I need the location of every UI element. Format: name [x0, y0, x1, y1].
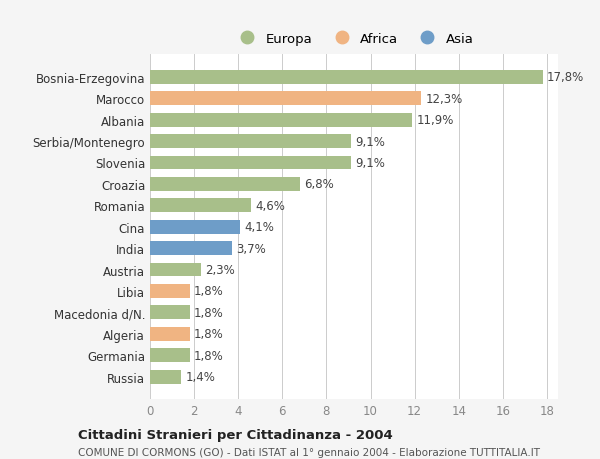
- Bar: [150, 348, 190, 362]
- Bar: [150, 113, 412, 127]
- Text: 4,6%: 4,6%: [256, 199, 286, 213]
- Text: 17,8%: 17,8%: [547, 71, 584, 84]
- Text: COMUNE DI CORMONS (GO) - Dati ISTAT al 1° gennaio 2004 - Elaborazione TUTTITALIA: COMUNE DI CORMONS (GO) - Dati ISTAT al 1…: [78, 448, 540, 457]
- Bar: [150, 220, 241, 234]
- Text: Cittadini Stranieri per Cittadinanza - 2004: Cittadini Stranieri per Cittadinanza - 2…: [78, 428, 393, 442]
- Bar: [150, 370, 181, 384]
- Bar: [150, 178, 300, 191]
- Text: 9,1%: 9,1%: [355, 157, 385, 170]
- Text: 3,7%: 3,7%: [236, 242, 266, 255]
- Bar: [150, 199, 251, 213]
- Text: 9,1%: 9,1%: [355, 135, 385, 148]
- Bar: [150, 71, 542, 84]
- Bar: [150, 327, 190, 341]
- Bar: [150, 284, 190, 298]
- Text: 12,3%: 12,3%: [425, 93, 463, 106]
- Bar: [150, 263, 201, 277]
- Bar: [150, 92, 421, 106]
- Bar: [150, 306, 190, 319]
- Bar: [150, 135, 350, 149]
- Text: 1,8%: 1,8%: [194, 306, 224, 319]
- Text: 11,9%: 11,9%: [417, 114, 454, 127]
- Bar: [150, 156, 350, 170]
- Bar: [150, 241, 232, 256]
- Text: 2,3%: 2,3%: [205, 263, 235, 276]
- Text: 4,1%: 4,1%: [245, 221, 275, 234]
- Text: 1,8%: 1,8%: [194, 328, 224, 341]
- Text: 1,8%: 1,8%: [194, 285, 224, 298]
- Text: 6,8%: 6,8%: [304, 178, 334, 191]
- Legend: Europa, Africa, Asia: Europa, Africa, Asia: [229, 27, 479, 51]
- Text: 1,4%: 1,4%: [185, 370, 215, 383]
- Text: 1,8%: 1,8%: [194, 349, 224, 362]
